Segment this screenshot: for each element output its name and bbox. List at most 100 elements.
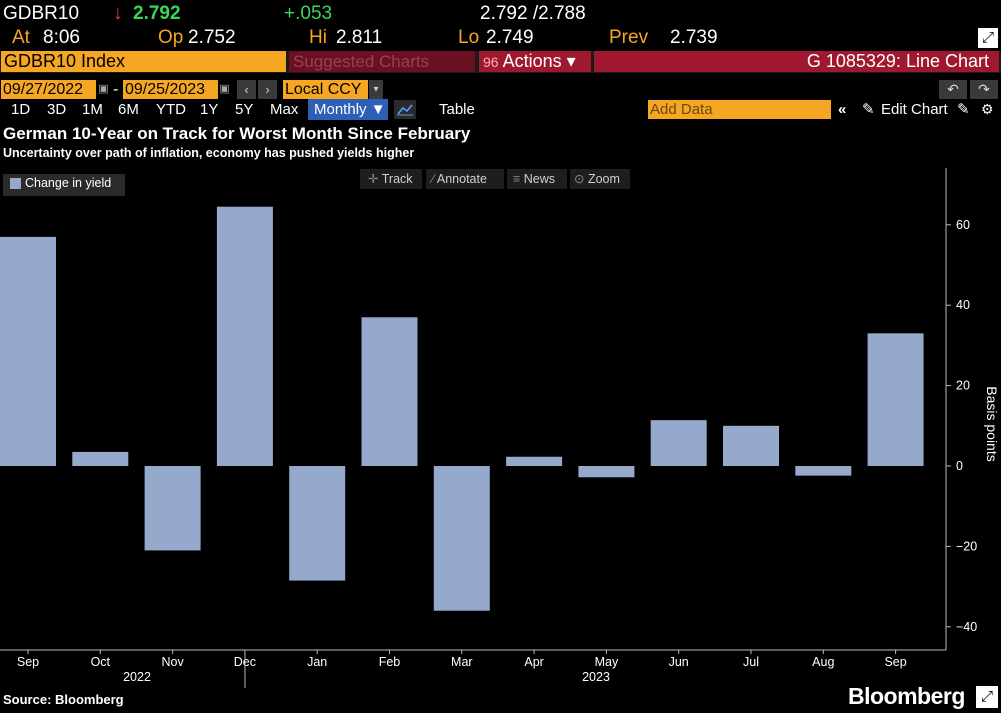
high-label: Hi [309,27,327,48]
period-3d[interactable]: 3D [47,101,67,118]
track-label: Track [381,172,413,186]
annotate-label: Annotate [436,172,487,186]
bar-jan-4 [289,466,346,581]
zoom-button[interactable]: ⊙ Zoom [570,169,630,189]
undo-icon[interactable]: ↶ [939,80,967,99]
x-tick-label: Oct [91,655,111,669]
bar-oct-1 [72,451,129,466]
chart-subtitle: Uncertainty over path of inflation, econ… [3,146,415,160]
y-tick-label: −20 [956,539,977,553]
bid-ask: 2.792 /2.788 [480,3,586,24]
open-value: 2.752 [188,27,236,48]
suggested-charts-button[interactable]: Suggested Charts [289,51,475,72]
x-tick-label: Jan [307,655,327,669]
bar-may-8 [578,466,635,478]
bar-sep-12 [867,333,924,466]
line-chart-icon[interactable] [394,100,416,119]
y-tick-label: 0 [956,459,963,473]
bar-aug-11 [795,466,852,476]
period-1m[interactable]: 1M [82,101,103,118]
legend-swatch [10,178,21,189]
edit-chart-button[interactable]: Edit Chart [881,101,948,118]
x-tick-label: Aug [812,655,834,669]
add-data-input[interactable]: Add Data [648,100,831,119]
bar-dec-3 [216,206,273,466]
legend [3,174,125,196]
actions-code: 96 [483,54,499,70]
prev-label: Prev [609,27,649,48]
bar-jul-10 [723,425,779,466]
open-label: Op [158,27,184,48]
date-separator: - [113,81,119,98]
x-tick-label: Jun [669,655,689,669]
pencil-icon: ∕ [432,172,435,186]
expand-icon[interactable]: ⤢ [978,28,998,48]
start-date-input[interactable]: 09/27/2022 [1,80,96,99]
actions-label: Actions ▾ [502,51,576,71]
source-note: Source: Bloomberg [3,692,124,707]
period-1d[interactable]: 1D [11,101,31,118]
high-value: 2.811 [336,27,383,48]
redo-icon[interactable]: ↷ [970,80,998,99]
annotate-button[interactable]: ∕ Annotate [426,169,504,189]
bar-jun-9 [650,420,707,466]
at-label: At [12,27,30,48]
calendar-icon[interactable]: ▣ [98,83,109,95]
chart-id: G 1085329: Line Chart [594,51,999,72]
period-6m[interactable]: 6M [118,101,139,118]
chevron-down-icon[interactable]: ▾ [369,80,383,99]
bar-apr-7 [506,456,563,466]
net-change: +.053 [284,3,333,24]
table-button[interactable]: Table [439,101,475,118]
period-1y[interactable]: 1Y [200,101,219,118]
news-icon: ≡ [513,172,521,186]
calendar-icon[interactable]: ▣ [219,83,230,95]
x-tick-label: Feb [379,655,401,669]
zoom-label: Zoom [587,172,620,186]
y-tick-label: 60 [956,218,970,232]
frequency-select[interactable]: Monthly ▼ [308,99,388,120]
y-tick-label: 40 [956,298,970,312]
x-tick-label: Sep [884,655,906,669]
news-label: News [523,172,556,186]
currency-select[interactable]: Local CCY [283,80,368,99]
period-ytd[interactable]: YTD [156,101,186,118]
edit-icon[interactable]: ✎ [957,101,970,118]
zoom-icon: ⊙ [574,172,585,186]
x-tick-label: Mar [451,655,473,669]
gear-icon[interactable]: ⚙ [981,101,994,117]
actions-menu[interactable]: 96 Actions ▾ [479,51,591,72]
news-button[interactable]: ≡ News [507,169,567,189]
x-tick-label: Apr [524,655,543,669]
at-value: 8:06 [43,27,80,48]
track-button[interactable]: ✛ Track [360,169,422,189]
bar-feb-5 [361,317,418,466]
bar-mar-6 [433,466,490,611]
chart-title: German 10-Year on Track for Worst Month … [3,124,471,143]
ticker: GDBR10 [3,3,80,24]
crosshair-icon: ✛ [368,172,379,186]
expand-icon[interactable]: ⤢ [976,686,998,708]
legend-label: Change in yield [25,176,112,190]
period-max[interactable]: Max [270,101,299,118]
end-date-input[interactable]: 09/25/2023 [123,80,218,99]
pencil-icon[interactable]: ✎ [862,101,875,118]
prev-period-button[interactable]: ‹ [237,80,256,99]
x-tick-label: Sep [17,655,39,669]
last-price: 2.792 [133,3,181,24]
low-label: Lo [458,27,480,48]
y-tick-label: 20 [956,379,970,393]
y-tick-label: −40 [956,620,977,634]
bar-nov-2 [144,466,201,551]
security-input[interactable]: GDBR10 Index [1,51,286,72]
x-tick-label: Nov [161,655,184,669]
down-arrow-icon: ↓ [113,3,123,24]
period-5y[interactable]: 5Y [235,101,254,118]
next-period-button[interactable]: › [258,80,277,99]
x-tick-label: May [595,655,619,669]
collapse-icon[interactable]: « [838,101,847,118]
low-value: 2.749 [486,27,534,48]
bloomberg-logo: Bloomberg [848,683,965,709]
bar-sep-0 [0,236,56,466]
